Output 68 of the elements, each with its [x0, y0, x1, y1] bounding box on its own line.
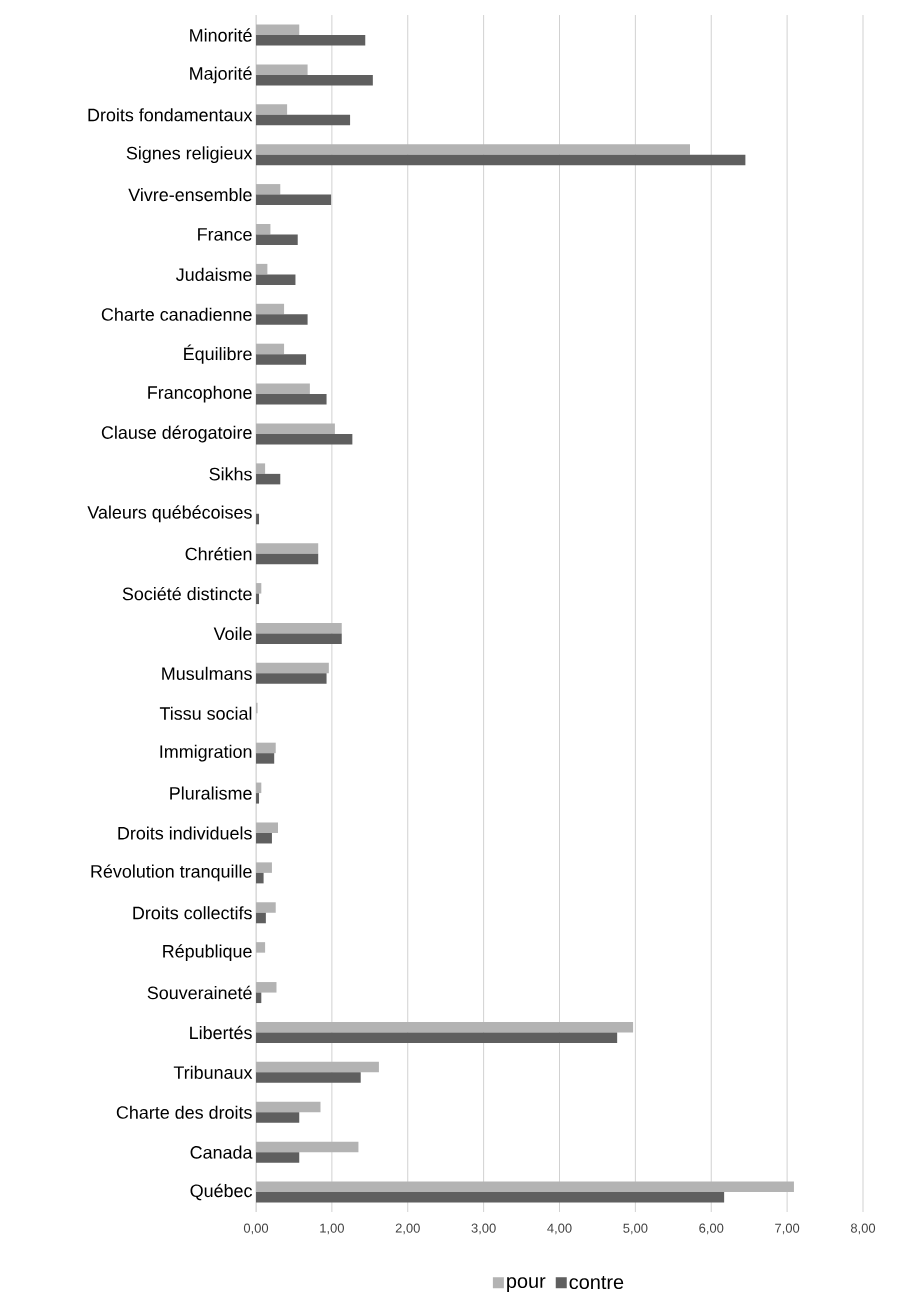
y-tick-label: Droits individuels: [118, 826, 252, 840]
y-tick-label: Minorité: [190, 28, 252, 42]
bar: [256, 194, 332, 206]
y-tick-label: Vivre-ensemble: [128, 188, 252, 202]
bar: [256, 753, 275, 764]
bar: [256, 912, 266, 924]
bar: [256, 154, 746, 166]
legend-label: pour: [507, 1277, 546, 1292]
y-tick-label: Immigration: [160, 744, 252, 762]
x-tick-label: 0,00: [243, 1223, 269, 1235]
y-tick-label: République: [163, 944, 252, 962]
bar: [256, 314, 308, 325]
y-tick-label: Charte des droits: [116, 1105, 252, 1119]
bar: [256, 274, 296, 285]
bar: [256, 553, 319, 565]
y-tick-label: Clause dérogatoire: [101, 425, 252, 443]
y-tick-label: Charte canadienne: [101, 307, 252, 321]
y-tick-label: Libertés: [190, 1025, 252, 1040]
y-tick-label: Judaisme: [176, 267, 252, 281]
bar: [256, 234, 298, 245]
y-tick-label: Sikhs: [209, 467, 252, 481]
bar: [256, 832, 272, 844]
bar: [256, 793, 260, 804]
y-tick-label: Équilibre: [184, 344, 252, 364]
x-tick-label: 5,00: [623, 1223, 648, 1235]
bar: [256, 673, 327, 684]
x-tick-label: 6,00: [699, 1223, 724, 1235]
bar: [256, 593, 260, 605]
bar: [256, 1072, 361, 1083]
y-tick-label: Québec: [190, 1183, 252, 1201]
y-tick-label: Signes religieux: [126, 146, 253, 164]
y-tick-label: Pluralisme: [170, 786, 252, 800]
y-tick-label: Chrétien: [185, 546, 252, 561]
y-tick-label: Révolution tranquille: [91, 864, 252, 882]
bar: [256, 34, 366, 46]
y-tick-label: Majorité: [190, 66, 252, 84]
y-tick-label: France: [198, 228, 252, 241]
bar: [256, 74, 373, 86]
y-tick-label: Tribunaux: [173, 1065, 253, 1079]
x-tick-label: 3,00: [471, 1223, 496, 1235]
legend-label: contre: [569, 1276, 624, 1290]
y-tick-label: Tissu social: [159, 706, 252, 720]
bar: [256, 633, 342, 644]
bar: [256, 1152, 300, 1163]
bar: [256, 394, 327, 405]
bar: [256, 872, 264, 884]
y-tick-label: Canada: [190, 1145, 253, 1159]
bar: [256, 1192, 725, 1203]
x-tick-label: 8,00: [850, 1223, 876, 1235]
y-tick-label: Valeurs québécoises: [87, 505, 252, 523]
bar: [256, 354, 307, 365]
bar: [256, 513, 260, 525]
y-tick-label: Voile: [213, 626, 252, 641]
bar: [256, 1112, 300, 1123]
x-tick-label: 2,00: [395, 1223, 420, 1235]
y-tick-label: Droits collectifs: [133, 906, 252, 920]
x-tick-label: 4,00: [547, 1223, 572, 1235]
y-tick-label: Francophone: [148, 385, 252, 403]
bar: [256, 114, 351, 126]
y-tick-label: Musulmans: [162, 666, 252, 680]
y-tick-label: Souveraineté: [147, 985, 252, 1000]
bar: [256, 433, 353, 445]
bar: [256, 473, 281, 485]
bar: [256, 1032, 618, 1043]
y-tick-label: Droits fondamentaux: [88, 108, 253, 122]
y-tick-label: Société distincte: [122, 586, 252, 601]
x-tick-label: 7,00: [775, 1223, 800, 1235]
x-tick-label: 1,00: [320, 1223, 344, 1235]
